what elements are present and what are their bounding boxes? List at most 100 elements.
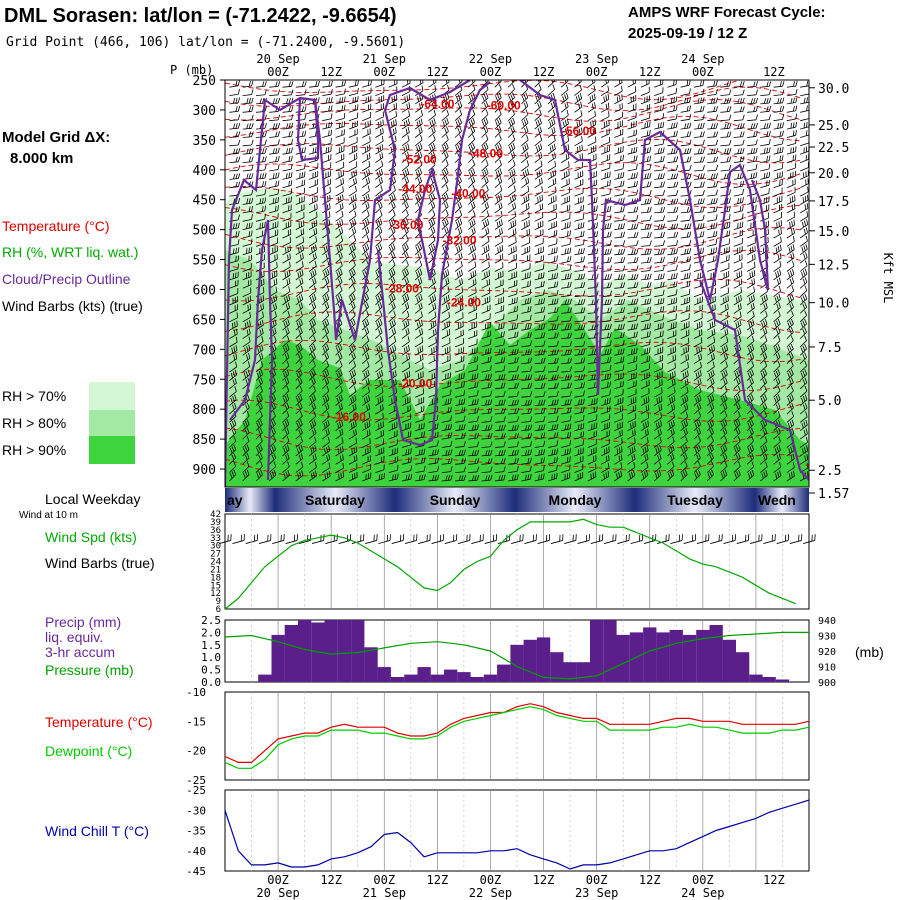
wind-barb [733,81,745,88]
legend-cloud-outline: Cloud/Precip Outline [2,271,131,287]
wind-barb [335,121,346,130]
wind-barb [507,84,515,96]
wind-barb [375,176,383,189]
wind-barb [507,134,516,147]
temperature-contour-label: -56.00 [562,124,596,138]
top-hour-label: 12Z [763,65,785,79]
wind-barb [627,112,637,122]
top-hour-label: 12Z [533,65,555,79]
precip-bar [483,674,498,682]
wind-barb [640,181,652,189]
wind-barb [560,118,569,130]
wind-barb [600,136,610,147]
wind-barb [560,135,570,147]
wind-barb [361,152,371,163]
wind-barb [255,80,267,88]
wind-barb [760,188,770,197]
wind-barb [481,92,489,105]
wind-barb [747,131,758,138]
precip-bar [377,667,391,682]
precip-bar [775,679,790,682]
pressure-tick: 250 [193,74,216,89]
wind-barb [773,163,784,172]
wind-barb [362,95,372,105]
wind-barb [707,114,719,122]
wind-barb [481,168,489,180]
wind-barb [680,139,692,147]
wind-barb [574,161,584,172]
wind-barb [627,180,639,189]
wind-barb [667,190,679,197]
wind-barb [786,146,797,155]
wind-barb [560,101,569,113]
wind-barb [375,160,384,172]
wind-barb [614,120,624,130]
kft-tick: 5.0 [818,394,841,409]
wind-barb [707,156,719,163]
wind-barb [747,172,758,180]
wind-barb [720,123,732,130]
wind-barb [269,180,280,189]
wind-barb [362,128,371,138]
bottom-date-label: 22 Sep [469,886,512,900]
wind-barb [534,169,543,180]
legend-temperature: Temperature (°C) [2,218,110,234]
wind-barb [322,137,332,147]
wind-barb [760,97,772,105]
surface-wind-barb [232,534,245,544]
surface-wind-barb [338,534,352,544]
pressure-tick: 500 [193,224,216,239]
wind-barb [574,179,584,189]
wind-barb [335,194,344,205]
temperature-contour [225,399,802,422]
wind-barb [760,106,772,113]
wind-barb [733,139,745,147]
wind-barb [362,87,372,96]
wind-barb [720,89,732,96]
wind-barb [547,109,556,122]
wind-barb [242,123,254,130]
wind-barb [773,89,785,96]
wind-barb [361,193,370,205]
wind-barb [707,139,719,147]
wind-barb [282,114,294,122]
wind-barb [693,181,705,189]
wind-barb [388,193,396,205]
kft-tick: 15.0 [818,225,849,240]
wind-barb [322,129,333,138]
wind-barb [534,143,543,155]
wind-barb [229,181,241,189]
precip-bar [457,672,471,682]
top-hour-label: 12Z [320,65,342,79]
wind-barb [468,134,476,147]
wind-barb [282,147,293,155]
wind-barb [733,156,745,163]
wind-barb [627,146,638,155]
wind-barb [760,81,772,88]
wind-barb [786,97,798,105]
wind-barb [521,109,529,121]
wind-barb [574,80,582,88]
wind-barb [494,168,503,180]
legend-rh80: RH > 80% [2,415,66,431]
wind-barb [229,88,240,96]
wind-barb [282,139,294,147]
wind-barb [800,178,809,189]
wind-barb [322,80,333,88]
pressure-tick: 700 [193,343,216,358]
wind-barb [627,189,639,197]
wind-barb [481,159,489,172]
wind-barb [362,111,371,122]
wind-barb [335,153,345,163]
wind-chill-yaxis: -25 -30 -35 -40 -45 [186,784,206,878]
temperature-contour-label: -32.00 [442,233,476,247]
wind-barb [428,80,437,88]
bottom-hour-label: 12Z [533,873,555,887]
wind-barb [560,109,569,122]
wind-barb [494,109,502,121]
bottom-date-label: 21 Sep [363,886,406,900]
wind-barb [521,117,529,130]
wind-barb [693,173,705,180]
wind-barb [786,113,798,122]
